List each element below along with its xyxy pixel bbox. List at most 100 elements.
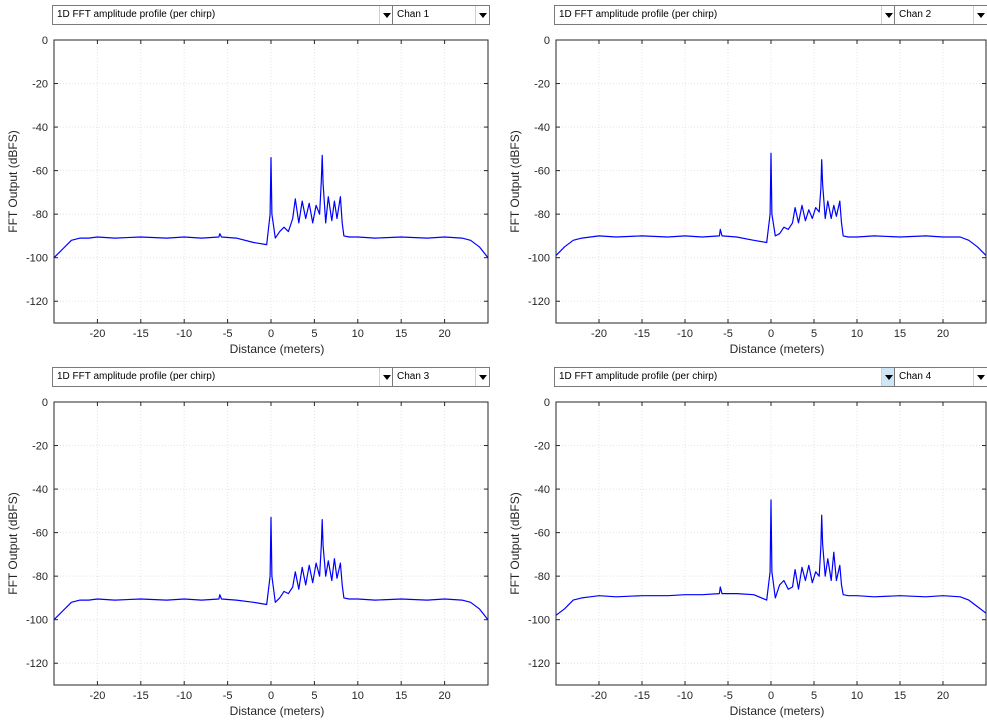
- y-tick-label: 0: [42, 35, 48, 47]
- y-tick-label: -40: [534, 484, 550, 496]
- x-tick-label: 20: [438, 328, 450, 340]
- x-tick-label: 5: [811, 328, 817, 340]
- channel-label: Chan 4: [899, 371, 932, 382]
- fft-chart-3: -20 -15 -10 -5 0 5 10 15 20 0 -20 -40 -60 -80 -100 -120…: [6, 397, 489, 718]
- x-tick-label: 10: [851, 690, 863, 702]
- fft-series-line: [555, 499, 987, 616]
- y-tick-label: -100: [528, 615, 550, 627]
- plot-type-dropdown[interactable]: 1D FFT amplitude profile (per chirp): [554, 5, 896, 25]
- fft-series-line: [53, 516, 489, 621]
- fft-chart-1: -20 -15 -10 -5 0 5 10 15 20 0 -20 -40 -60 -80 -100 -120…: [6, 35, 489, 356]
- plot-type-label: 1D FFT amplitude profile (per chirp): [559, 371, 718, 382]
- x-tick-label: 15: [395, 690, 407, 702]
- x-tick-label: -10: [677, 690, 693, 702]
- plot-type-dropdown[interactable]: 1D FFT amplitude profile (per chirp): [554, 367, 896, 387]
- x-tick-label: -15: [133, 328, 149, 340]
- channel-dropdown[interactable]: Chan 1: [392, 5, 490, 25]
- x-tick-label: -20: [89, 328, 105, 340]
- fft-series-line: [555, 152, 987, 256]
- y-tick-label: -20: [534, 79, 550, 91]
- chevron-down-icon[interactable]: [973, 368, 987, 386]
- x-tick-label: -15: [634, 328, 650, 340]
- x-tick-label: 15: [894, 690, 906, 702]
- fft-panel-4: 1D FFT amplitude profile (per chirp) Cha…: [502, 362, 987, 724]
- y-tick-label: -120: [528, 658, 550, 670]
- y-axis-label: FFT Output (dBFS): [6, 130, 20, 232]
- chevron-down-icon[interactable]: [475, 368, 489, 386]
- x-tick-label: -5: [223, 690, 233, 702]
- y-tick-label: -80: [32, 571, 48, 583]
- y-tick-label: -100: [26, 615, 48, 627]
- x-tick-label: 5: [311, 690, 317, 702]
- x-tick-label: 20: [937, 690, 949, 702]
- channel-dropdown[interactable]: Chan 3: [392, 367, 490, 387]
- x-tick-label: 0: [768, 328, 774, 340]
- x-tick-label: -10: [176, 690, 192, 702]
- y-tick-label: 0: [544, 397, 550, 409]
- channel-dropdown[interactable]: Chan 2: [894, 5, 987, 25]
- x-tick-label: 10: [352, 328, 364, 340]
- chevron-down-icon[interactable]: [475, 6, 489, 24]
- chevron-down-icon[interactable]: [379, 368, 393, 386]
- plot-type-dropdown[interactable]: 1D FFT amplitude profile (per chirp): [52, 367, 394, 387]
- y-tick-label: -40: [32, 484, 48, 496]
- chevron-down-icon[interactable]: [973, 6, 987, 24]
- x-axis-label: Distance (meters): [230, 704, 325, 718]
- chevron-down-icon[interactable]: [881, 368, 895, 386]
- y-axis-label: FFT Output (dBFS): [508, 492, 522, 594]
- fft-panel-3: 1D FFT amplitude profile (per chirp) Cha…: [0, 362, 502, 724]
- x-tick-label: 20: [937, 328, 949, 340]
- y-tick-label: -60: [534, 528, 550, 540]
- x-tick-label: -15: [634, 690, 650, 702]
- x-tick-label: 10: [352, 690, 364, 702]
- fft-series-line: [53, 154, 489, 259]
- x-axis-label: Distance (meters): [230, 342, 325, 356]
- y-tick-label: 0: [42, 397, 48, 409]
- y-tick-label: 0: [544, 35, 550, 47]
- chevron-down-icon[interactable]: [379, 6, 393, 24]
- y-tick-label: -120: [26, 296, 48, 308]
- fft-panel-2: 1D FFT amplitude profile (per chirp) Cha…: [502, 0, 987, 362]
- x-tick-label: -5: [723, 328, 733, 340]
- channel-label: Chan 1: [397, 9, 430, 20]
- y-axis-label: FFT Output (dBFS): [508, 130, 522, 232]
- x-tick-label: 20: [438, 690, 450, 702]
- y-tick-label: -60: [534, 166, 550, 178]
- x-tick-label: 0: [268, 328, 274, 340]
- x-tick-label: -20: [89, 690, 105, 702]
- plot-type-dropdown[interactable]: 1D FFT amplitude profile (per chirp): [52, 5, 394, 25]
- channel-label: Chan 3: [397, 371, 430, 382]
- x-axis-label: Distance (meters): [730, 342, 825, 356]
- x-tick-label: 5: [811, 690, 817, 702]
- y-tick-label: -40: [32, 122, 48, 134]
- chevron-down-icon[interactable]: [881, 6, 895, 24]
- y-tick-label: -80: [534, 571, 550, 583]
- y-tick-label: -20: [32, 441, 48, 453]
- x-tick-label: 15: [894, 328, 906, 340]
- x-tick-label: -20: [591, 690, 607, 702]
- plot-type-label: 1D FFT amplitude profile (per chirp): [57, 9, 216, 20]
- channel-dropdown[interactable]: Chan 4: [894, 367, 987, 387]
- x-tick-label: -15: [133, 690, 149, 702]
- y-tick-label: -60: [32, 166, 48, 178]
- y-tick-label: -40: [534, 122, 550, 134]
- y-tick-label: -120: [26, 658, 48, 670]
- y-tick-label: -80: [534, 209, 550, 221]
- plot-type-label: 1D FFT amplitude profile (per chirp): [559, 9, 718, 20]
- x-axis-label: Distance (meters): [730, 704, 825, 718]
- y-axis-label: FFT Output (dBFS): [6, 492, 20, 594]
- x-tick-label: -20: [591, 328, 607, 340]
- x-tick-label: 5: [311, 328, 317, 340]
- y-tick-label: -120: [528, 296, 550, 308]
- plot-type-label: 1D FFT amplitude profile (per chirp): [57, 371, 216, 382]
- x-tick-label: 0: [768, 690, 774, 702]
- y-tick-label: -60: [32, 528, 48, 540]
- fft-chart-4: -20 -15 -10 -5 0 5 10 15 20 0 -20 -40 -60 -80 -100 -120…: [508, 397, 987, 718]
- x-tick-label: -5: [723, 690, 733, 702]
- fft-panel-1: 1D FFT amplitude profile (per chirp) Cha…: [0, 0, 502, 362]
- y-tick-label: -100: [26, 253, 48, 265]
- y-tick-label: -80: [32, 209, 48, 221]
- x-tick-label: -10: [677, 328, 693, 340]
- channel-label: Chan 2: [899, 9, 932, 20]
- x-tick-label: 0: [268, 690, 274, 702]
